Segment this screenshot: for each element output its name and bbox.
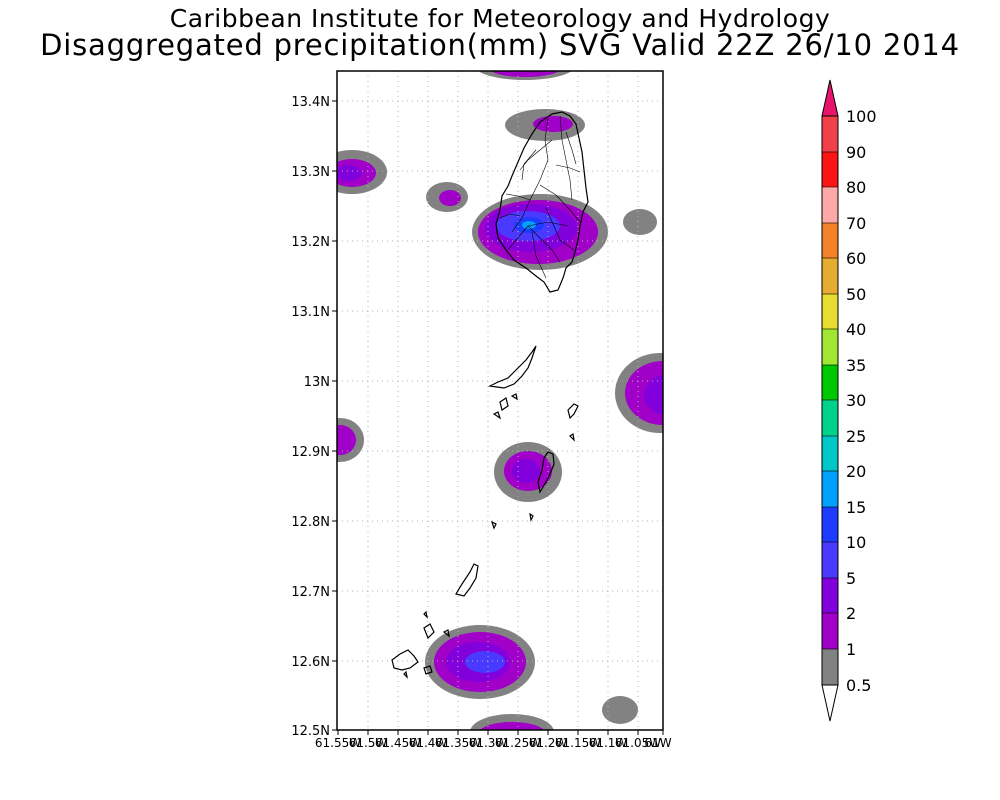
islet xyxy=(442,629,450,638)
lon-label: 61.25W xyxy=(495,736,541,750)
title-line-2: Disaggregated precipitation(mm) SVG Vali… xyxy=(40,28,960,62)
precip-cell xyxy=(615,353,663,433)
lon-ticks xyxy=(337,730,664,735)
colorbar-swatch xyxy=(822,294,838,329)
colorbar-label: 15 xyxy=(846,498,866,517)
colorbar-swatch xyxy=(822,400,838,436)
lat-label: 12.5N xyxy=(291,724,330,739)
lon-label: 61.1W xyxy=(589,736,628,750)
colorbar-swatch xyxy=(822,329,838,365)
lon-labels: 61.55W 61.5W 61.45W 61.4W 61.35W 61.3W 6… xyxy=(315,736,672,750)
colorbar-label: 1 xyxy=(846,640,856,659)
colorbar-separators xyxy=(822,151,838,650)
precip-cell-main xyxy=(472,194,608,270)
precip-cell xyxy=(337,150,387,194)
colorbar-label: 10 xyxy=(846,533,866,552)
colorbar-swatch xyxy=(822,187,838,223)
colorbar-bottom-arrow xyxy=(821,684,839,722)
islet xyxy=(569,432,575,442)
colorbar-swatch xyxy=(822,223,838,258)
colorbar-swatch xyxy=(822,116,838,152)
lon-label: 61.05W xyxy=(615,736,661,750)
colorbar-label: 50 xyxy=(846,285,866,304)
island-bequia xyxy=(488,345,537,389)
lat-label: 13.2N xyxy=(291,235,330,250)
lat-label: 13.3N xyxy=(291,165,330,180)
colorbar-swatch xyxy=(822,365,838,400)
colorbar-label: 100 xyxy=(846,107,877,126)
islet xyxy=(403,670,408,679)
colorbar-label: 80 xyxy=(846,178,866,197)
islet xyxy=(567,403,579,420)
island-mustique xyxy=(537,451,555,494)
plot-frame xyxy=(336,70,664,731)
title-line-1: Caribbean Institute for Meteorology and … xyxy=(169,4,831,33)
islet xyxy=(492,411,502,420)
colorbar-swatch xyxy=(822,471,838,507)
lat-ticks xyxy=(332,100,337,731)
island-canouan xyxy=(455,563,479,597)
coastlines xyxy=(391,111,589,679)
island-saint-vincent-rivers xyxy=(499,115,581,279)
colorbar-swatch xyxy=(822,436,838,471)
colorbar-swatch xyxy=(822,258,838,294)
colorbar-label: 20 xyxy=(846,462,866,481)
lat-label: 12.6N xyxy=(291,655,330,670)
lon-label: 61.45W xyxy=(375,736,421,750)
island-union xyxy=(391,649,419,671)
colorbar-label: 30 xyxy=(846,391,866,410)
colorbar-swatch xyxy=(822,542,838,578)
colorbar-label: 35 xyxy=(846,356,866,375)
colorbar-swatch xyxy=(822,578,838,613)
islet xyxy=(490,520,497,530)
colorbar-swatch xyxy=(822,152,838,187)
colorbar-label: 40 xyxy=(846,320,866,339)
precip-cell xyxy=(623,209,657,235)
islet xyxy=(529,512,534,522)
lon-label: 61.4W xyxy=(409,736,448,750)
precip-cell xyxy=(494,442,562,502)
colorbar-label: 5 xyxy=(846,569,856,588)
colorbar-swatch xyxy=(822,649,838,685)
colorbar-labels: 100 90 80 70 60 50 40 35 30 25 20 15 10 … xyxy=(846,107,877,695)
lat-label: 12.9N xyxy=(291,445,330,460)
lat-label: 12.7N xyxy=(291,585,330,600)
precip-cell xyxy=(426,182,468,212)
lon-label: 61W xyxy=(644,736,671,750)
precip-cell xyxy=(505,109,585,141)
lat-label: 12.8N xyxy=(291,515,330,530)
lon-label: 61.55W xyxy=(315,736,361,750)
colorbar-swatch xyxy=(822,613,838,649)
precipitation-field xyxy=(337,71,663,730)
lon-label: 61.15W xyxy=(555,736,601,750)
islet xyxy=(423,623,435,640)
precip-cell xyxy=(470,714,554,730)
colorbar-label: 90 xyxy=(846,143,866,162)
islet xyxy=(510,393,518,401)
precip-cell xyxy=(478,71,572,80)
precip-cell xyxy=(425,625,535,699)
lon-label: 61.2W xyxy=(529,736,568,750)
islet xyxy=(423,610,428,619)
precip-cell xyxy=(602,696,638,724)
lat-label: 13.1N xyxy=(291,305,330,320)
colorbar-label: 25 xyxy=(846,427,866,446)
lat-label: 13N xyxy=(304,375,330,390)
colorbar: 100 90 80 70 60 50 40 35 30 25 20 15 10 … xyxy=(821,79,877,722)
lat-labels: 13.4N 13.3N 13.2N 13.1N 13N 12.9N 12.8N … xyxy=(291,95,330,739)
islet xyxy=(423,665,433,675)
lon-label: 61.5W xyxy=(349,736,388,750)
colorbar-top-arrow xyxy=(821,79,839,117)
island-saint-vincent xyxy=(495,111,589,293)
colorbar-label: 0.5 xyxy=(846,676,871,695)
lon-label: 61.3W xyxy=(469,736,508,750)
colorbar-swatch xyxy=(822,507,838,542)
colorbar-label: 70 xyxy=(846,214,866,233)
islet xyxy=(499,397,509,411)
lat-label: 13.4N xyxy=(291,95,330,110)
lon-label: 61.35W xyxy=(435,736,481,750)
colorbar-label: 60 xyxy=(846,249,866,268)
colorbar-label: 2 xyxy=(846,604,856,623)
